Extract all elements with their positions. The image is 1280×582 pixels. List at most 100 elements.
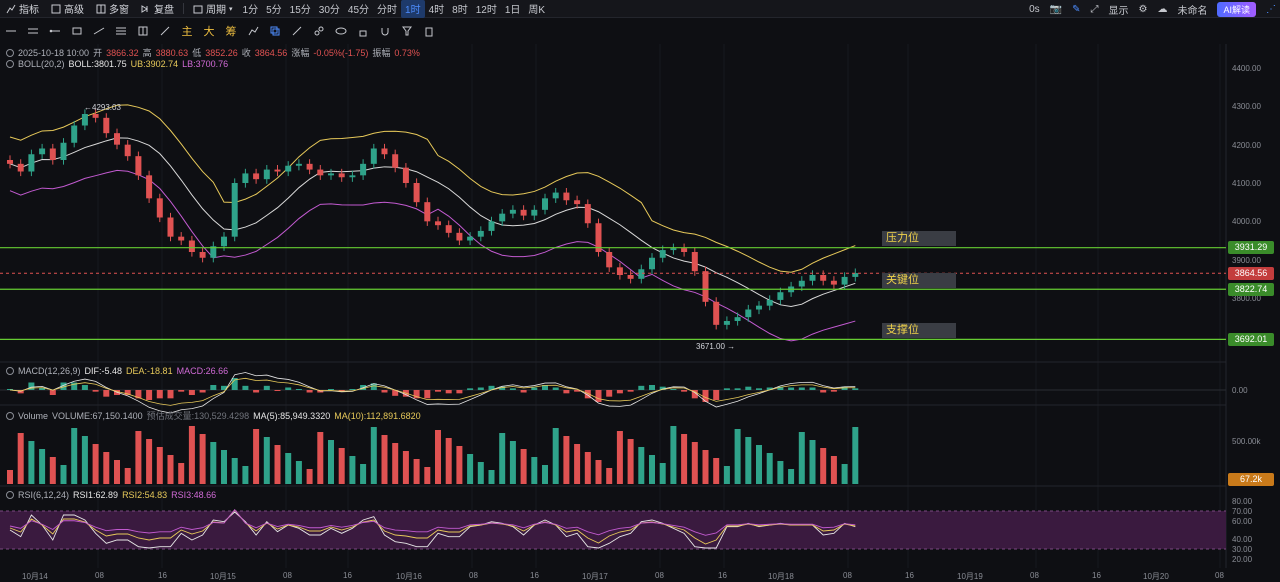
candle-body bbox=[563, 192, 570, 201]
magnet-icon[interactable] bbox=[374, 20, 396, 42]
drawing-toolbar: 主 大 筹 bbox=[0, 20, 1280, 42]
link-icon[interactable] bbox=[308, 20, 330, 42]
timeframe-intraday[interactable]: 分时 bbox=[377, 5, 398, 16]
cloud-icon[interactable]: ☁ bbox=[1157, 3, 1168, 15]
candle-body bbox=[606, 252, 613, 268]
rsi-tick: 80.00 bbox=[1232, 497, 1253, 506]
macd-bar bbox=[520, 390, 527, 393]
ray-icon[interactable] bbox=[44, 20, 66, 42]
ai-button[interactable]: AI解读 bbox=[1217, 1, 1256, 17]
ruler-icon[interactable] bbox=[154, 20, 176, 42]
filter-icon[interactable] bbox=[396, 20, 418, 42]
macd-bar bbox=[178, 390, 185, 392]
timeframe-45min[interactable]: 45分 bbox=[347, 5, 370, 16]
x-tick: 16 bbox=[343, 571, 352, 580]
timeframe-12h[interactable]: 12时 bbox=[475, 5, 497, 16]
ohlc-legend: 2025-10-18 10:00 开 3866.32 高 3880.63 低 3852… bbox=[6, 46, 420, 59]
legend-toggle-icon[interactable] bbox=[6, 491, 14, 499]
settings-icon[interactable]: ⚙ bbox=[1138, 3, 1148, 15]
rsi-tick: 30.00 bbox=[1232, 545, 1253, 554]
macd-bar bbox=[274, 390, 281, 391]
timeframe-15min[interactable]: 15分 bbox=[289, 5, 311, 16]
x-tick: 16 bbox=[905, 571, 914, 580]
volume-bar bbox=[809, 440, 816, 484]
parallel-lines-icon[interactable] bbox=[22, 20, 44, 42]
volume-bar bbox=[274, 445, 281, 484]
volume-bar bbox=[178, 463, 185, 484]
timeframe-1d[interactable]: 1日 bbox=[504, 5, 521, 16]
candle-body bbox=[242, 173, 249, 183]
big-order-tool[interactable]: 大 bbox=[203, 26, 215, 38]
x-tick: 10月17 bbox=[582, 572, 608, 581]
x-tick: 10月16 bbox=[396, 572, 422, 581]
fullscreen-icon[interactable]: ⤢ bbox=[1090, 3, 1099, 15]
eye-icon[interactable] bbox=[330, 20, 352, 42]
timeframe-5min[interactable]: 5分 bbox=[266, 5, 282, 16]
rectangle-icon[interactable] bbox=[66, 20, 88, 42]
legend-toggle-icon[interactable] bbox=[6, 60, 14, 68]
support-price-tag: 3692.01 bbox=[1228, 333, 1274, 346]
trash-icon[interactable] bbox=[418, 20, 440, 42]
main-force-tool[interactable]: 主 bbox=[181, 26, 193, 38]
fib-icon[interactable] bbox=[110, 20, 132, 42]
timeframe-weekly[interactable]: 周K bbox=[528, 5, 546, 16]
volume-bar bbox=[467, 454, 474, 484]
volume-bar bbox=[114, 460, 120, 484]
macd-bar bbox=[49, 390, 56, 395]
volume-bar bbox=[670, 426, 677, 484]
timeframe-8h[interactable]: 8时 bbox=[452, 5, 468, 16]
legend-toggle-icon[interactable] bbox=[6, 48, 14, 57]
display-button[interactable]: 显示 bbox=[1108, 5, 1129, 17]
macd-bar bbox=[574, 390, 581, 392]
lock-icon[interactable] bbox=[352, 20, 374, 42]
macd-bar bbox=[456, 390, 463, 394]
candle-body bbox=[124, 144, 131, 157]
share-icon[interactable]: ⋰ bbox=[1266, 3, 1276, 15]
pen-icon[interactable]: ✎ bbox=[1072, 3, 1081, 15]
macd-bar bbox=[199, 390, 206, 393]
copy-icon[interactable] bbox=[264, 20, 286, 42]
candle-body bbox=[81, 114, 88, 126]
volume-bar bbox=[745, 437, 752, 484]
pencil-icon[interactable] bbox=[286, 20, 308, 42]
rsi-tick: 40.00 bbox=[1232, 535, 1253, 544]
y-tick: 4200.00 bbox=[1232, 141, 1261, 150]
timeframe-30min[interactable]: 30分 bbox=[318, 5, 340, 16]
legend-toggle-icon[interactable] bbox=[6, 411, 14, 420]
camera-icon[interactable]: 📷 bbox=[1049, 3, 1063, 15]
layout-name[interactable]: 未命名 bbox=[1177, 5, 1208, 17]
chart-type-icon[interactable] bbox=[242, 20, 264, 42]
timeframe-4h[interactable]: 4时 bbox=[428, 5, 445, 16]
candle-body bbox=[820, 275, 827, 281]
candle-body bbox=[285, 165, 292, 172]
timeframe-1min[interactable]: 1分 bbox=[242, 5, 259, 16]
candle-body bbox=[627, 275, 634, 279]
grid-tool-icon[interactable] bbox=[132, 20, 154, 42]
legend-toggle-icon[interactable] bbox=[6, 367, 14, 375]
key-level-label: 关键位 bbox=[882, 273, 956, 288]
candle-body bbox=[681, 248, 688, 252]
replay-button[interactable]: 复盘 bbox=[135, 0, 180, 18]
horizontal-line-icon[interactable] bbox=[0, 20, 22, 42]
indicators-button[interactable]: 指标 bbox=[0, 0, 45, 18]
volume-bar bbox=[713, 458, 720, 484]
channel-icon[interactable] bbox=[88, 20, 110, 42]
toolbar-right: 0s 📷 ✎ ⤢ 显示 ⚙ ☁ 未命名 AI解读 ⋰ bbox=[1025, 0, 1280, 18]
candle-body bbox=[542, 198, 548, 210]
boll-legend: BOLL(20,2) BOLL:3801.75 UB:3902.74 LB:37… bbox=[6, 59, 228, 69]
advanced-button[interactable]: 高级 bbox=[45, 0, 90, 18]
macd-bar bbox=[231, 378, 238, 390]
volume-bar bbox=[7, 470, 13, 484]
macd-bar bbox=[381, 390, 388, 393]
top-toolbar: 指标 高级 多窗 复盘 周期 ▾ 1分 5分 15分 30分 45分 分时 1时… bbox=[0, 0, 1280, 18]
chip-tool[interactable]: 筹 bbox=[225, 26, 237, 38]
period-button[interactable]: 周期 ▾ bbox=[187, 0, 239, 18]
timeframe-1h[interactable]: 1时 bbox=[401, 0, 425, 18]
multi-window-button[interactable]: 多窗 bbox=[90, 0, 135, 18]
macd-bar bbox=[616, 390, 623, 394]
macd-bar bbox=[542, 385, 548, 390]
volume-bar bbox=[49, 457, 56, 484]
volume-bar bbox=[574, 444, 581, 484]
macd-bar bbox=[563, 390, 570, 394]
